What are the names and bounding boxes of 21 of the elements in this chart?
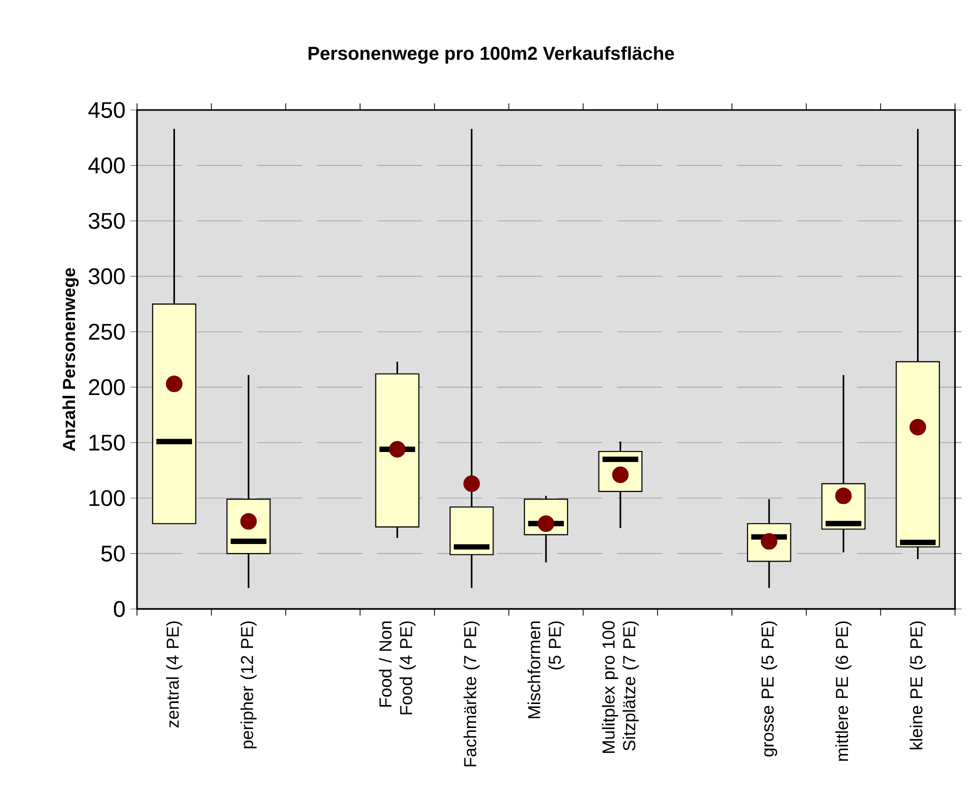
- y-tick-label: 50: [101, 546, 125, 562]
- y-tick-label: 100: [90, 490, 125, 506]
- x-tick-label: zentral (4 PE): [166, 621, 182, 728]
- x-tick-label: kleine PE (5 PE): [910, 621, 926, 750]
- x-tick-label: Fachmärkte (7 PE): [464, 621, 480, 766]
- y-tick-label: 200: [88, 379, 125, 396]
- y-axis-title: Anzahl Personenwege: [62, 268, 79, 452]
- y-tick-label: 400: [88, 157, 125, 174]
- y-tick-label: 250: [88, 324, 125, 340]
- x-tick-label: mittlere PE (6 PE): [835, 621, 852, 761]
- y-tick-label: 300: [88, 268, 125, 284]
- y-tick-label: 350: [88, 212, 125, 229]
- x-tick-label: peripher (12 PE): [240, 621, 257, 748]
- x-tick-label: grosse PE (5 PE): [761, 621, 778, 756]
- x-tick-label: Mischformen (5 PE): [528, 621, 564, 718]
- y-tick-label: 450: [88, 102, 125, 118]
- x-tick-label: Mulitplex pro 100 Sitzplätze (7 PE): [602, 621, 639, 753]
- y-tick-label: 150: [90, 434, 125, 451]
- chart-title: Personenwege pro 100m2 Verkaufsfläche: [308, 46, 674, 64]
- y-tick-label: 0: [114, 600, 125, 618]
- x-tick-label: Food / Non Food (4 PE): [378, 621, 416, 714]
